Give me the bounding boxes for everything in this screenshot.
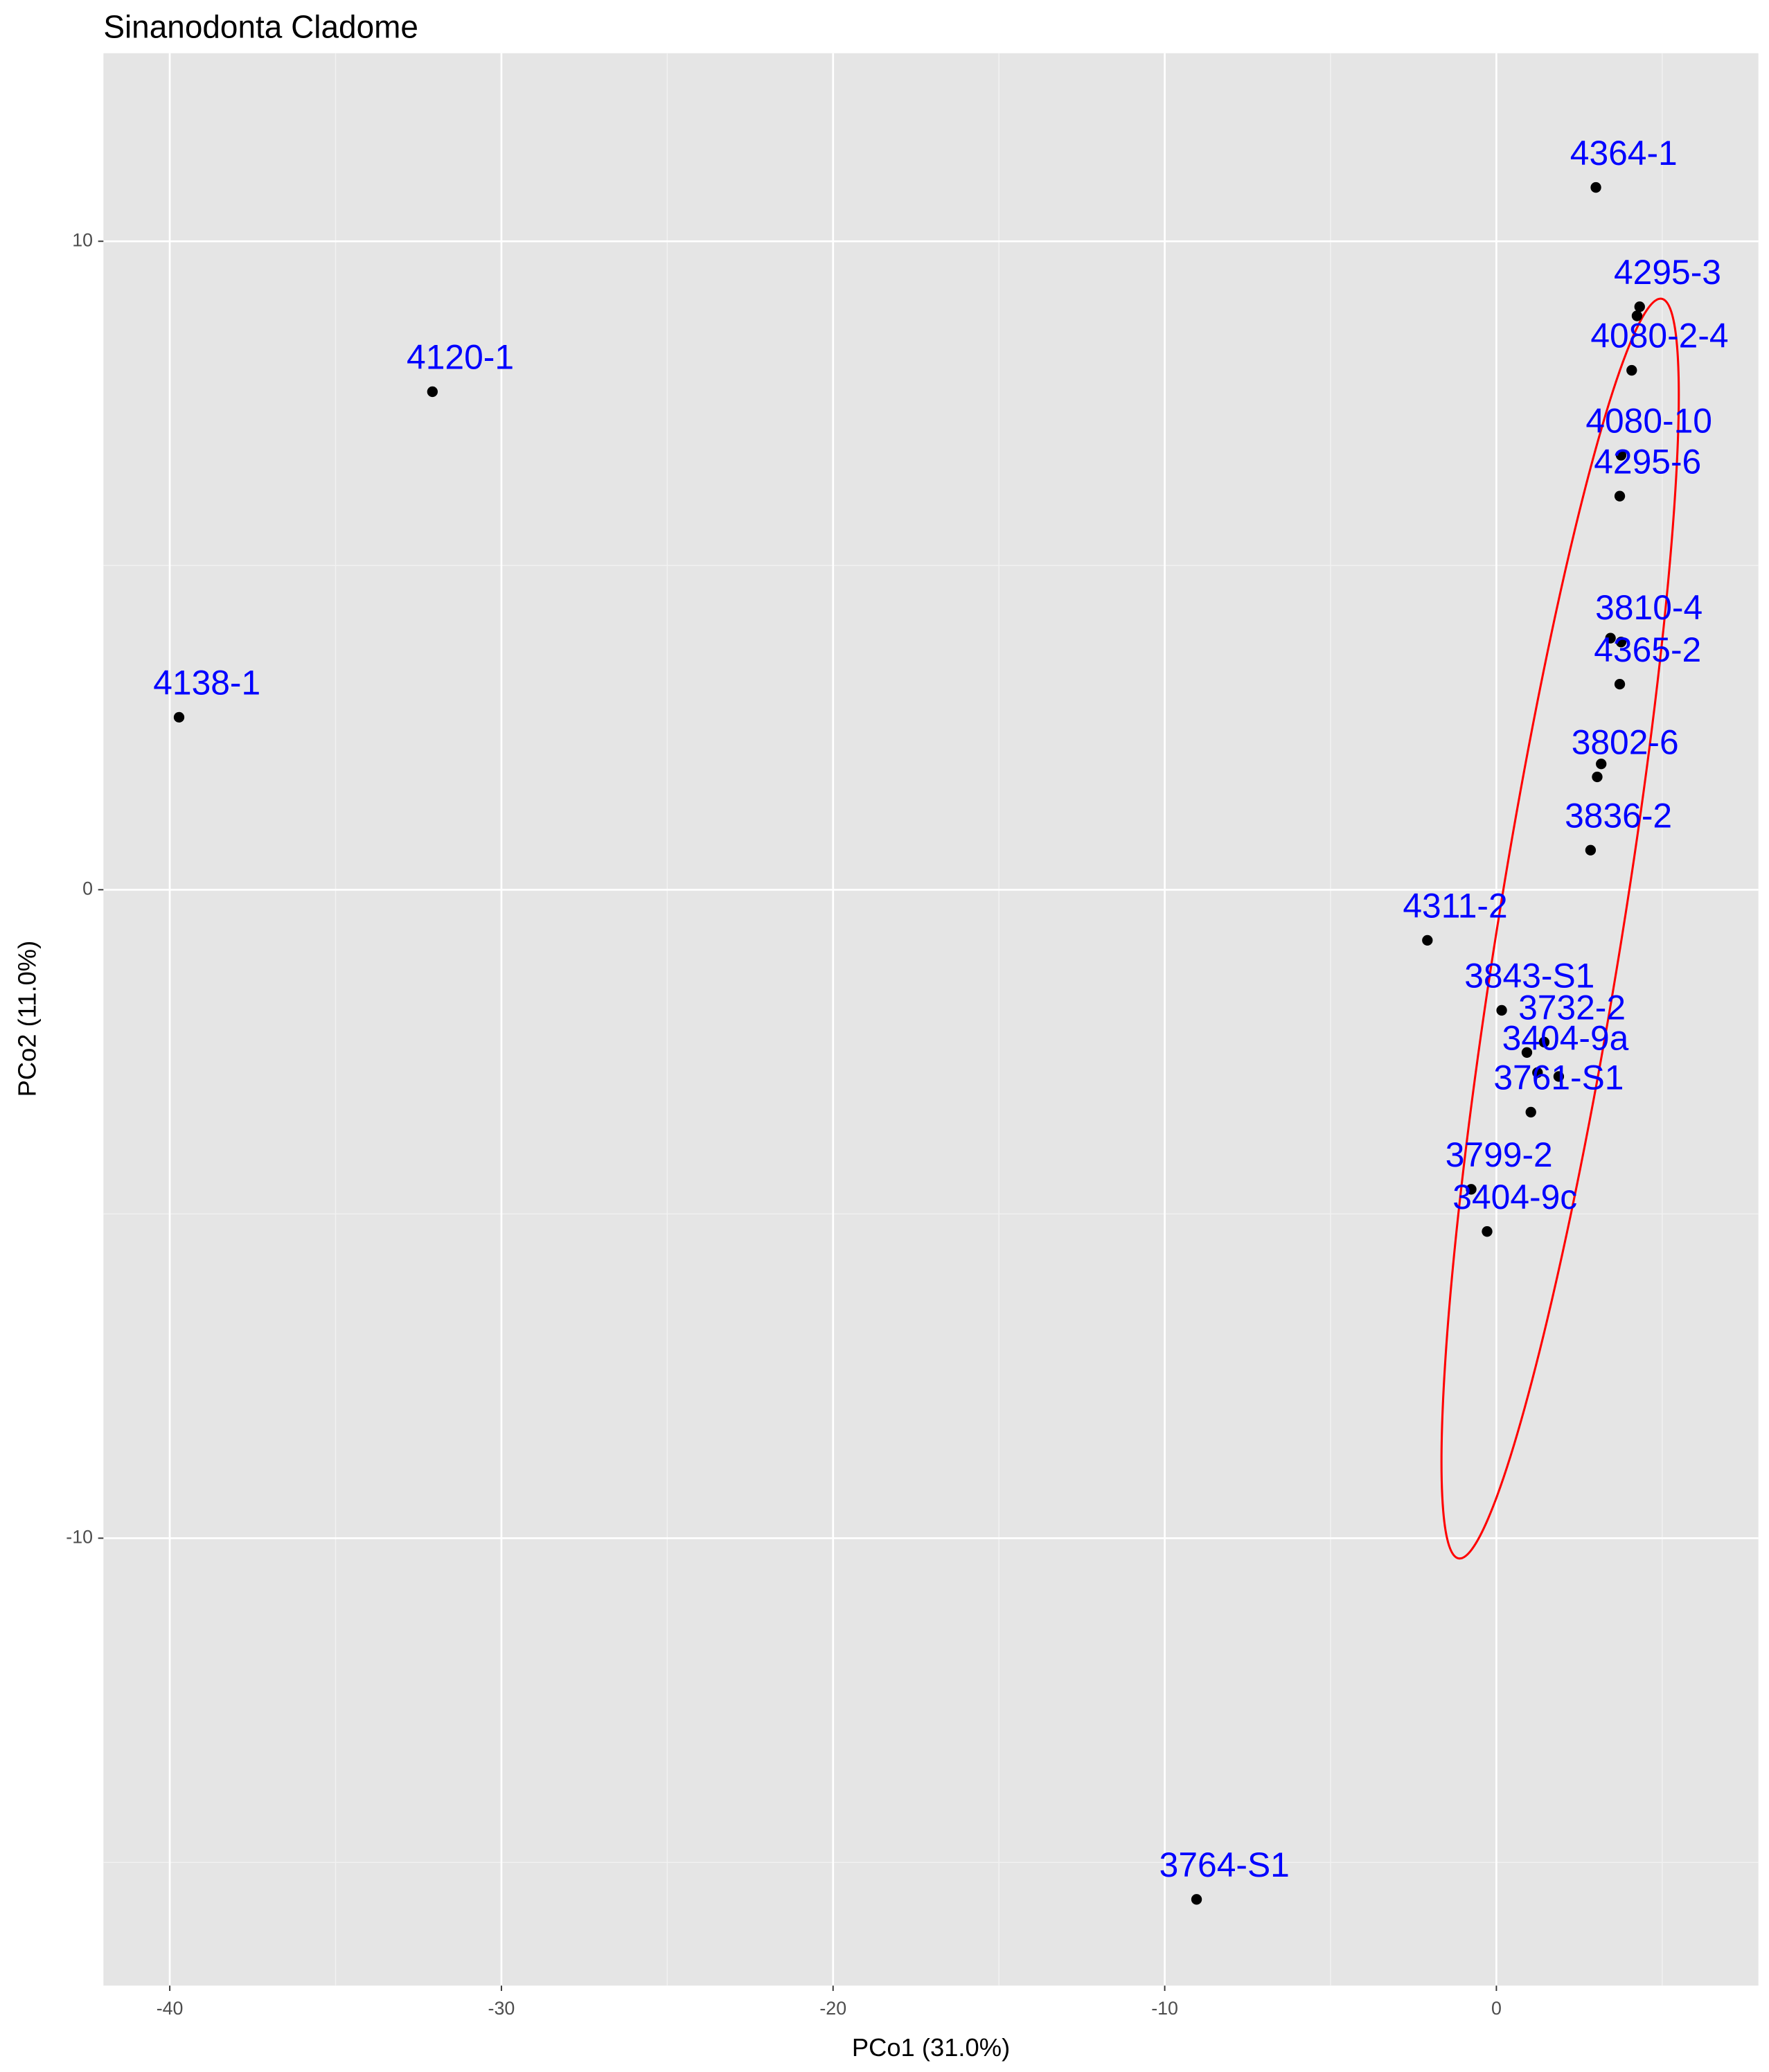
point xyxy=(1525,1106,1536,1118)
point-label: 3843-S1 xyxy=(1464,957,1594,995)
point xyxy=(1538,1036,1550,1047)
point xyxy=(173,711,185,723)
point xyxy=(1592,771,1603,783)
x-tick-label: -20 xyxy=(819,1998,846,2019)
point-label: 3404-9c xyxy=(1452,1178,1577,1216)
point xyxy=(1614,490,1626,502)
point-label: 3732-2 xyxy=(1518,989,1626,1027)
point-label: 4364-1 xyxy=(1570,134,1678,172)
x-tick-label: 0 xyxy=(1491,1998,1502,2019)
point xyxy=(1626,364,1637,376)
y-axis-title: PCo2 (11.0%) xyxy=(13,941,42,1097)
point xyxy=(1191,1894,1202,1905)
point xyxy=(1466,1184,1477,1195)
x-tick-label: -30 xyxy=(488,1998,515,2019)
point-label: 3836-2 xyxy=(1565,796,1672,835)
point xyxy=(1482,1226,1493,1237)
y-tick-label: 0 xyxy=(82,878,93,898)
chart-title: Sinanodonta Cladome xyxy=(103,9,418,45)
point xyxy=(1585,844,1597,856)
point xyxy=(1590,181,1601,193)
x-tick-label: -10 xyxy=(1151,1998,1178,2019)
point xyxy=(1634,301,1645,312)
point xyxy=(1605,632,1616,644)
point-label: 3404-9a xyxy=(1502,1019,1629,1058)
y-tick-label: -10 xyxy=(66,1527,93,1548)
point xyxy=(1631,310,1643,321)
point xyxy=(427,386,438,398)
point-label: 4295-6 xyxy=(1594,442,1701,481)
confidence-ellipse xyxy=(1440,297,1680,1560)
point-label: 3810-4 xyxy=(1595,588,1703,627)
point xyxy=(1532,1067,1543,1078)
point xyxy=(1615,637,1627,648)
point-label: 4365-2 xyxy=(1594,630,1701,669)
point xyxy=(1521,1047,1533,1058)
marks: 4364-14295-34080-2-44080-104295-63810-44… xyxy=(153,134,1729,1905)
point-label: 3764-S1 xyxy=(1159,1845,1290,1884)
point-label: 3761-S1 xyxy=(1493,1059,1624,1097)
point-label: 4311-2 xyxy=(1403,887,1507,926)
x-axis-title: PCo1 (31.0%) xyxy=(852,2033,1010,2062)
point xyxy=(1615,450,1627,461)
y-tick-label: 10 xyxy=(72,229,93,250)
point xyxy=(1422,935,1433,946)
point xyxy=(1596,759,1607,770)
point xyxy=(1553,1071,1565,1082)
point-label: 4080-2-4 xyxy=(1590,317,1728,355)
point xyxy=(1496,1004,1507,1016)
point-label: 3802-6 xyxy=(1572,723,1679,762)
point-label: 4138-1 xyxy=(153,664,260,702)
point-label: 3799-2 xyxy=(1446,1135,1553,1174)
point xyxy=(1614,678,1626,690)
point-label: 4080-10 xyxy=(1585,401,1712,440)
point-label: 4120-1 xyxy=(407,338,514,377)
grid xyxy=(103,53,1759,1986)
x-tick-label: -40 xyxy=(157,1998,184,2019)
point-label: 4295-3 xyxy=(1614,253,1721,292)
